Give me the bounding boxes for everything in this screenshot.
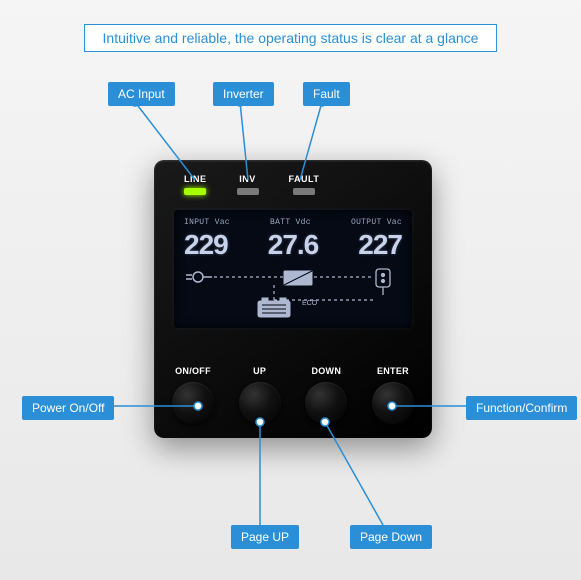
lcd-flow-diagram: ECO bbox=[184, 265, 402, 320]
callout-inverter: Inverter bbox=[213, 82, 274, 106]
down-button[interactable] bbox=[305, 382, 347, 424]
callout-confirm: Function/Confirm bbox=[466, 396, 577, 420]
btn-down-label: DOWN bbox=[311, 366, 341, 376]
led-row: LINE INV FAULT bbox=[184, 174, 402, 195]
callout-ac-input: AC Input bbox=[108, 82, 175, 106]
led-inv-label: INV bbox=[239, 174, 256, 184]
enter-button[interactable] bbox=[372, 382, 414, 424]
lcd-values: 229 27.6 227 bbox=[184, 229, 402, 261]
btn-up-label: UP bbox=[253, 366, 266, 376]
lcd-value-batt: 27.6 bbox=[268, 229, 319, 261]
lcd-headers: INPUT Vac BATT Vdc OUTPUT Vac bbox=[184, 218, 402, 227]
led-line-group: LINE bbox=[184, 174, 207, 195]
btn-enter-group: ENTER bbox=[372, 366, 414, 424]
callout-page-down: Page Down bbox=[350, 525, 432, 549]
led-fault-label: FAULT bbox=[289, 174, 320, 184]
btn-enter-label: ENTER bbox=[377, 366, 409, 376]
btn-down-group: DOWN bbox=[305, 366, 347, 424]
lcd-eco-label: ECO bbox=[302, 300, 318, 307]
callout-power: Power On/Off bbox=[22, 396, 114, 420]
btn-onoff-label: ON/OFF bbox=[175, 366, 211, 376]
lcd-header-input: INPUT Vac bbox=[184, 218, 230, 227]
btn-up-group: UP bbox=[239, 366, 281, 424]
button-row: ON/OFF UP DOWN ENTER bbox=[172, 366, 414, 424]
led-fault-group: FAULT bbox=[289, 174, 320, 195]
lcd-header-batt: BATT Vdc bbox=[270, 218, 311, 227]
led-line-label: LINE bbox=[184, 174, 207, 184]
onoff-button[interactable] bbox=[172, 382, 214, 424]
lcd-screen: INPUT Vac BATT Vdc OUTPUT Vac 229 27.6 2… bbox=[174, 210, 412, 328]
line-led-icon bbox=[184, 188, 206, 195]
inv-led-icon bbox=[237, 188, 259, 195]
callout-page-up: Page UP bbox=[231, 525, 299, 549]
lcd-value-output: 227 bbox=[358, 229, 402, 261]
lcd-header-output: OUTPUT Vac bbox=[351, 218, 402, 227]
fault-led-icon bbox=[293, 188, 315, 195]
device-panel: LINE INV FAULT INPUT Vac BATT Vdc OUTPUT… bbox=[154, 160, 432, 438]
up-button[interactable] bbox=[239, 382, 281, 424]
lcd-value-input: 229 bbox=[184, 229, 228, 261]
led-inv-group: INV bbox=[237, 174, 259, 195]
btn-onoff-group: ON/OFF bbox=[172, 366, 214, 424]
callout-fault: Fault bbox=[303, 82, 350, 106]
headline-banner: Intuitive and reliable, the operating st… bbox=[84, 24, 498, 52]
